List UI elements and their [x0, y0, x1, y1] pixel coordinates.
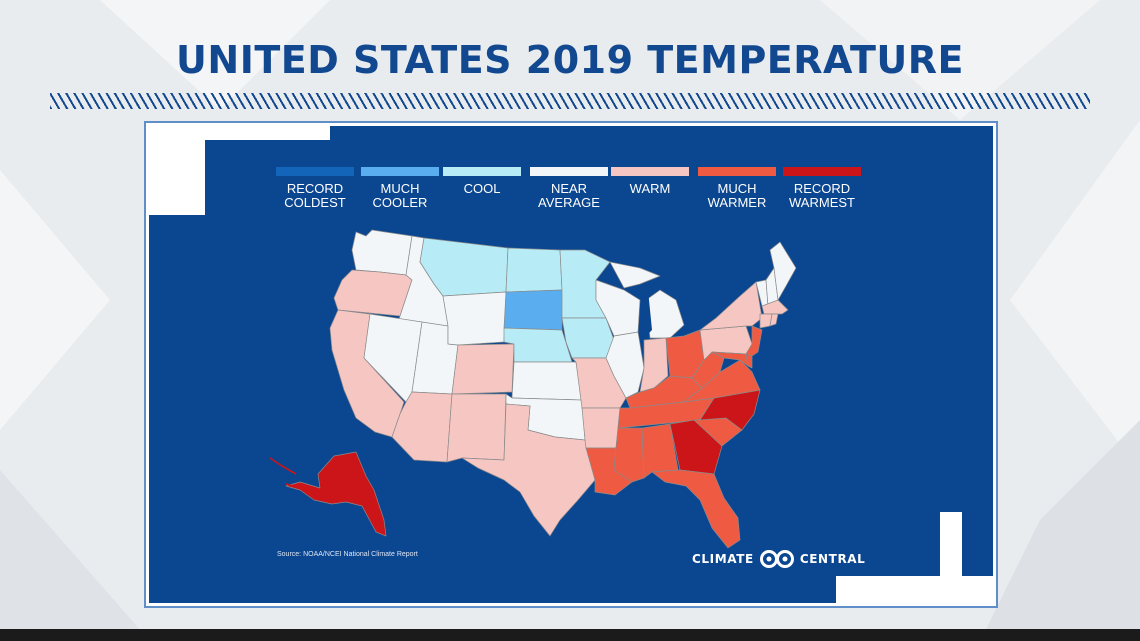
legend-item-near-average: NEAR AVERAGE: [528, 167, 610, 210]
state-va: [683, 359, 761, 403]
state-ny: [699, 281, 763, 331]
legend-label: MUCH WARMER: [707, 181, 767, 210]
climate-central-logo: CLIMATE CENTRAL: [692, 549, 865, 569]
state-mi: [645, 289, 685, 339]
state-ak: [285, 451, 387, 537]
state-nd: [505, 247, 563, 293]
state-ma: [761, 299, 789, 315]
legend-label: WARM: [629, 181, 671, 196]
legend-swatch: [698, 167, 776, 176]
state-ar: [581, 407, 621, 449]
legend-label: RECORD COLDEST: [284, 181, 346, 210]
legend-label: MUCH COOLER: [372, 181, 428, 210]
state-co: [451, 343, 515, 395]
state-sd: [503, 289, 563, 331]
legend-item-much-warmer: MUCH WARMER: [696, 167, 778, 210]
legend-item-warm: WARM: [609, 167, 691, 196]
legend-swatch: [276, 167, 354, 176]
state-tx: [461, 403, 596, 537]
state-nm: [446, 393, 507, 463]
legend-label: RECORD WARMEST: [789, 181, 855, 210]
state-ak-islands: [269, 457, 301, 489]
state-md: [711, 351, 749, 367]
state-fl: [651, 469, 741, 549]
legend-item-much-cooler: MUCH COOLER: [359, 167, 441, 210]
legend-label: NEAR AVERAGE: [538, 181, 600, 210]
bottom-ticker-bar: [0, 629, 1140, 641]
state-mi-up: [609, 261, 661, 289]
legend-swatch: [443, 167, 521, 176]
legend-swatch: [611, 167, 689, 176]
state-or: [333, 269, 413, 317]
state-ga: [669, 419, 723, 475]
legend-swatch: [783, 167, 861, 176]
legend-item-record-warmest: RECORD WARMEST: [781, 167, 863, 210]
brand-right: CENTRAL: [799, 552, 866, 566]
state-ia: [561, 317, 615, 359]
state-wa: [351, 229, 413, 276]
legend-item-cool: COOL: [441, 167, 523, 196]
legend-swatch: [361, 167, 439, 176]
state-ri: [769, 313, 779, 327]
state-ne: [503, 327, 573, 363]
brand-left: CLIMATE: [692, 552, 754, 566]
legend-label: COOL: [463, 181, 501, 196]
lake-michigan: [640, 286, 652, 338]
state-de: [745, 353, 753, 369]
title-underline-hatch: [50, 93, 1090, 109]
state-il: [605, 331, 645, 399]
infinity-logo-icon: [759, 550, 794, 568]
legend-item-record-coldest: RECORD COLDEST: [274, 167, 356, 210]
page-title: UNITED STATES 2019 TEMPERATURE: [176, 38, 964, 82]
source-note: Source: NOAA/NCEI National Climate Repor…: [277, 551, 418, 558]
state-ks: [511, 361, 583, 401]
state-wy: [442, 291, 507, 346]
legend-swatch: [530, 167, 608, 176]
